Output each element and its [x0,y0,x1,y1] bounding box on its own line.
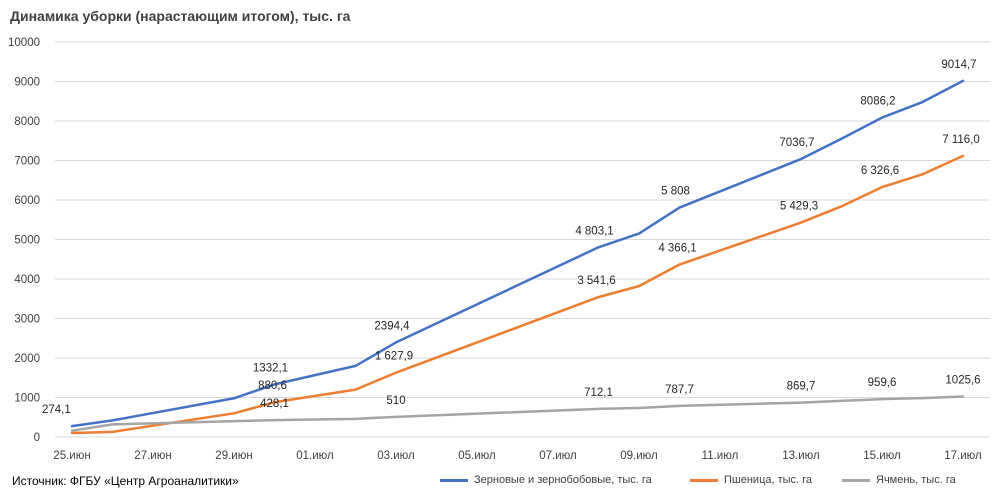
x-tick-label: 13.июл [782,450,820,462]
data-label: 712,1 [584,387,613,399]
data-label: 787,7 [665,384,694,396]
data-label: 7 116,0 [942,134,980,146]
legend-label-wheat: Пшеница, тыс. га [724,474,813,486]
y-tick-label: 7000 [14,156,40,168]
x-tick-label: 17.июл [944,450,982,462]
data-label: 7036,7 [779,137,814,149]
y-tick-label: 5000 [14,235,40,247]
data-label: 5 429,3 [780,201,818,213]
y-tick-label: 3000 [14,314,40,326]
legend-swatch-wheat [690,478,718,482]
series-line-2 [70,395,965,432]
data-label: 5 808 [661,186,690,198]
data-label: 3 541,6 [577,275,615,287]
y-tick-label: 4000 [14,274,40,286]
chart-title: Динамика уборки (нарастающим итогом), ты… [10,8,351,24]
y-axis-ticks: 0 1000 2000 3000 4000 5000 6000 7000 8000 9000 100… [8,37,40,444]
gridlines [55,41,990,438]
data-label: 4 803,1 [575,225,613,237]
x-axis-ticks: 25.июн 27.июн 29.июн 01.июл 03.июл 05.июл 07.и… [53,450,981,462]
x-tick-label: 11.июл [702,450,739,462]
y-tick-label: 2000 [14,353,40,365]
data-label: 428,1 [260,398,289,410]
x-tick-label: 15.июл [863,450,901,462]
x-tick-label: 01.июл [296,450,334,462]
data-label: 880,6 [258,380,287,392]
legend-swatch-grain [440,478,468,482]
data-label: 959,6 [868,377,897,389]
data-label: 6 326,6 [861,165,899,177]
series-line-1 [70,154,965,435]
source-note: Источник: ФГБУ «Центр Агроаналитики» [12,474,239,488]
x-tick-label: 27.июн [134,450,171,462]
x-tick-label: 09.июл [620,450,658,462]
y-tick-label: 9000 [14,77,40,89]
data-label: 1332,1 [253,362,288,374]
data-label: 869,7 [787,381,816,393]
data-label: 8086,2 [860,96,895,108]
x-tick-label: 07.июл [539,450,577,462]
y-tick-label: 0 [34,432,40,444]
data-label: 1 627,9 [375,351,413,363]
data-label: 4 366,1 [658,243,696,255]
legend-item-grain: Зерновые и зернобобовые, тыс. га [440,474,652,486]
data-label: 9014,7 [941,59,976,71]
legend-swatch-barley [842,478,870,482]
data-label: 510 [386,395,405,407]
legend-item-barley: Ячмень, тыс. га [842,474,956,486]
y-tick-label: 8000 [14,116,40,128]
series-line-0 [70,79,965,428]
x-tick-label: 25.июн [53,450,90,462]
data-label: 2394,4 [374,320,410,332]
y-tick-label: 1000 [14,393,40,405]
data-label: 274,1 [42,404,71,416]
legend-label-grain: Зерновые и зернобобовые, тыс. га [474,474,652,486]
y-tick-label: 6000 [14,195,40,207]
legend-item-wheat: Пшеница, тыс. га [690,474,812,486]
series-lines [70,79,965,435]
data-labels: 274,1 1332,1 2394,4 4 803,1 5 808 7036,7 8086,… [42,59,981,416]
x-tick-label: 29.июн [215,450,252,462]
y-tick-label: 10000 [8,37,40,49]
legend-label-barley: Ячмень, тыс. га [876,474,956,486]
x-tick-label: 05.июл [458,450,496,462]
data-label: 1025,6 [945,374,980,386]
x-tick-label: 03.июл [377,450,415,462]
